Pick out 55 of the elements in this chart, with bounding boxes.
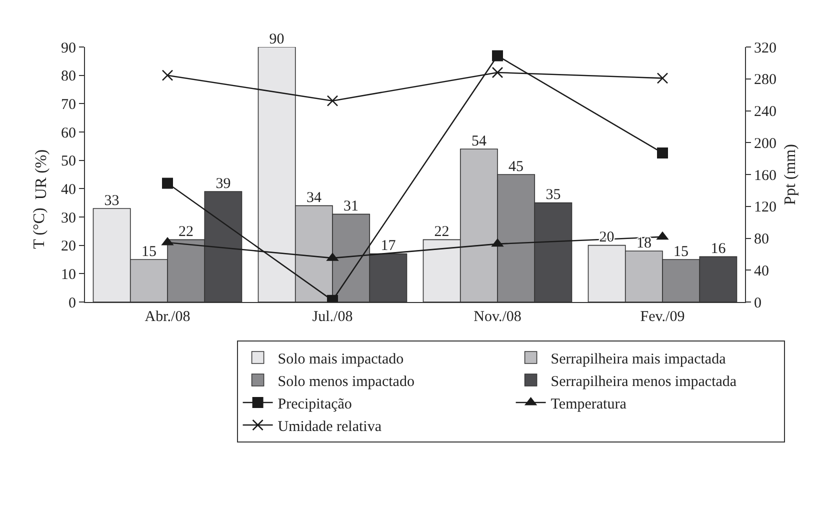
- point: [326, 95, 338, 106]
- data-label: 54: [471, 133, 487, 150]
- legend-label: Serrapilheira mais impactada: [550, 351, 726, 368]
- y-tick-label: 20: [61, 238, 76, 255]
- point: [492, 66, 504, 78]
- y-tick-label: 40: [61, 182, 76, 198]
- y2-tick-label: 240: [754, 104, 776, 120]
- legend-label: Serrapilheira menos impactada: [550, 374, 737, 390]
- legend-label: Precipitação: [278, 396, 352, 412]
- y2-tick-label: 40: [754, 263, 769, 280]
- legend-label: Solo mais impactado: [278, 351, 404, 368]
- data-label: 15: [141, 244, 156, 260]
- y-tick-label: 80: [61, 68, 76, 85]
- y2-axis-title: Ppt (mm): [782, 144, 799, 205]
- y2-tick-label: 160: [754, 168, 776, 184]
- point: [656, 72, 668, 84]
- legend-label: Temperatura: [550, 396, 627, 412]
- y2-tick-label: 320: [754, 40, 776, 56]
- y-tick-label: 10: [61, 266, 76, 283]
- data-label: 39: [216, 176, 231, 192]
- data-label: 17: [380, 238, 396, 254]
- y2-tick-label: 280: [754, 72, 776, 88]
- y-tick-label: 0: [68, 295, 76, 312]
- y-tick-label: 60: [61, 125, 76, 142]
- point: [657, 147, 668, 158]
- data-label: 35: [546, 187, 561, 204]
- data-label: 16: [710, 240, 726, 257]
- data-label: 45: [508, 158, 524, 175]
- legend-label: Umidade relativa: [278, 418, 382, 435]
- point: [162, 70, 174, 81]
- y-tick-label: 30: [61, 210, 76, 226]
- data-label: 33: [104, 192, 120, 209]
- y2-tick-label: 80: [754, 232, 769, 248]
- y-axis-title: UR (%): [32, 149, 50, 200]
- y-tick-label: 90: [61, 40, 76, 56]
- data-label: 22: [434, 224, 450, 240]
- y2-tick-label: 0: [754, 295, 762, 312]
- text: T (°C): [30, 208, 48, 249]
- point: [492, 50, 503, 62]
- data-label: 34: [306, 190, 322, 206]
- data-label: 22: [178, 224, 194, 240]
- point: [162, 178, 173, 189]
- y-tick-label: 50: [61, 154, 76, 170]
- x-tick-label: Abr./08: [144, 309, 190, 325]
- x-tick-label: Nov./08: [474, 309, 522, 325]
- legend-label: Solo menos impactado: [278, 374, 414, 390]
- x-tick-label: Fev./09: [640, 309, 685, 325]
- data-label: 31: [344, 198, 359, 214]
- y2-tick-label: 120: [754, 200, 776, 216]
- data-label: 18: [636, 235, 652, 252]
- x-tick-label: Jul./08: [312, 309, 353, 325]
- data-label: 90: [269, 31, 284, 48]
- data-label: 15: [674, 244, 689, 260]
- y2-tick-label: 200: [754, 136, 776, 152]
- y-tick-label: 70: [61, 96, 76, 113]
